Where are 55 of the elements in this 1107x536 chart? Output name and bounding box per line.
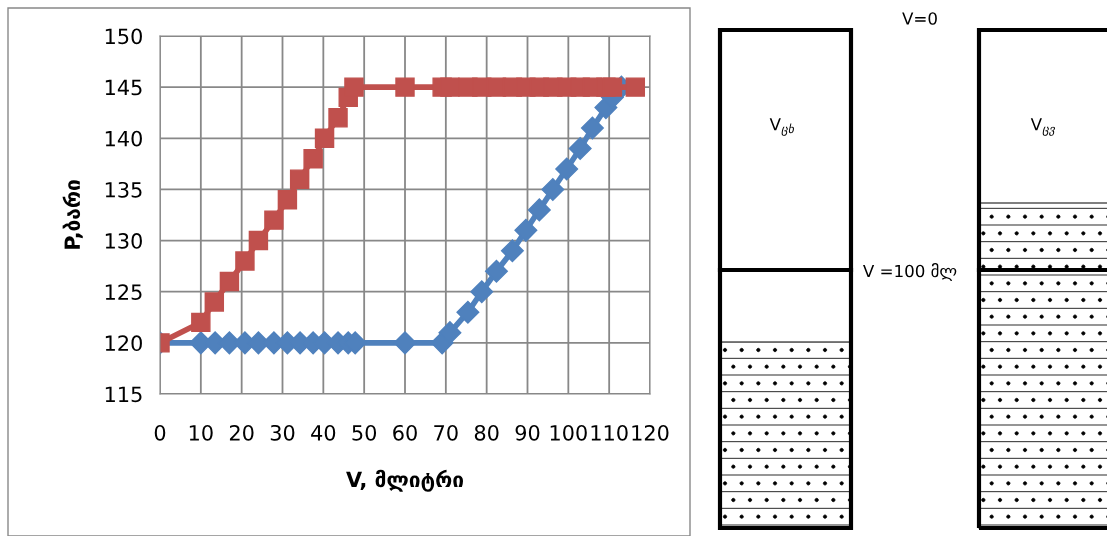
point: [219, 271, 240, 292]
y-tick-label: 140: [105, 130, 142, 147]
x-tick-label: 80: [474, 424, 499, 441]
point: [625, 77, 646, 97]
y-tick-label: 135: [105, 181, 142, 198]
point: [514, 218, 538, 242]
text: V=0: [902, 12, 937, 25]
x-tick-label: 90: [515, 424, 540, 441]
point: [580, 116, 604, 140]
x-tick-label: 10: [189, 424, 213, 441]
point: [344, 77, 364, 97]
point: [484, 259, 508, 283]
x-tick-label: 40: [311, 424, 336, 441]
y-tick-label: 120: [105, 335, 142, 352]
point: [289, 169, 310, 189]
point: [470, 280, 494, 304]
x-tick-label: 0: [154, 424, 166, 441]
text: V =100 მლ: [863, 263, 957, 281]
point: [456, 300, 480, 324]
y-tick-label: 125: [105, 284, 142, 300]
point: [555, 157, 579, 181]
x-axis-title: V, მლიტრი: [346, 469, 464, 492]
point: [191, 312, 211, 333]
x-tick-label: 50: [352, 424, 377, 441]
point: [500, 239, 524, 263]
x-tick-label: 100: [550, 424, 587, 441]
x-tick-label: 30: [270, 424, 295, 441]
point: [438, 321, 462, 345]
x-tick-label: 20: [229, 424, 254, 441]
point: [303, 149, 323, 169]
point: [527, 198, 551, 222]
y-tick-label: 130: [105, 233, 142, 249]
point: [235, 251, 255, 271]
point: [328, 108, 348, 128]
x-tick-label: 60: [393, 424, 417, 441]
text: V$_{ცვ}$: [1030, 118, 1056, 136]
point: [248, 230, 269, 251]
x-tick-label: 70: [434, 424, 458, 441]
point: [314, 128, 335, 149]
x-tick-label: 120: [632, 424, 669, 441]
point: [264, 210, 284, 230]
point: [602, 77, 623, 97]
y-axis-title: P,ბარი: [62, 180, 83, 249]
point: [277, 189, 298, 210]
point: [395, 77, 415, 97]
x-tick-label: 110: [591, 424, 628, 441]
point: [568, 137, 592, 161]
point: [393, 331, 417, 355]
y-tick-label: 115: [105, 386, 142, 403]
text: V$_{ცხ}$: [769, 118, 794, 136]
y-tick-label: 145: [105, 79, 142, 96]
point: [541, 177, 565, 201]
y-tick-label: 150: [105, 28, 142, 45]
point: [204, 292, 225, 312]
point: [440, 77, 460, 97]
